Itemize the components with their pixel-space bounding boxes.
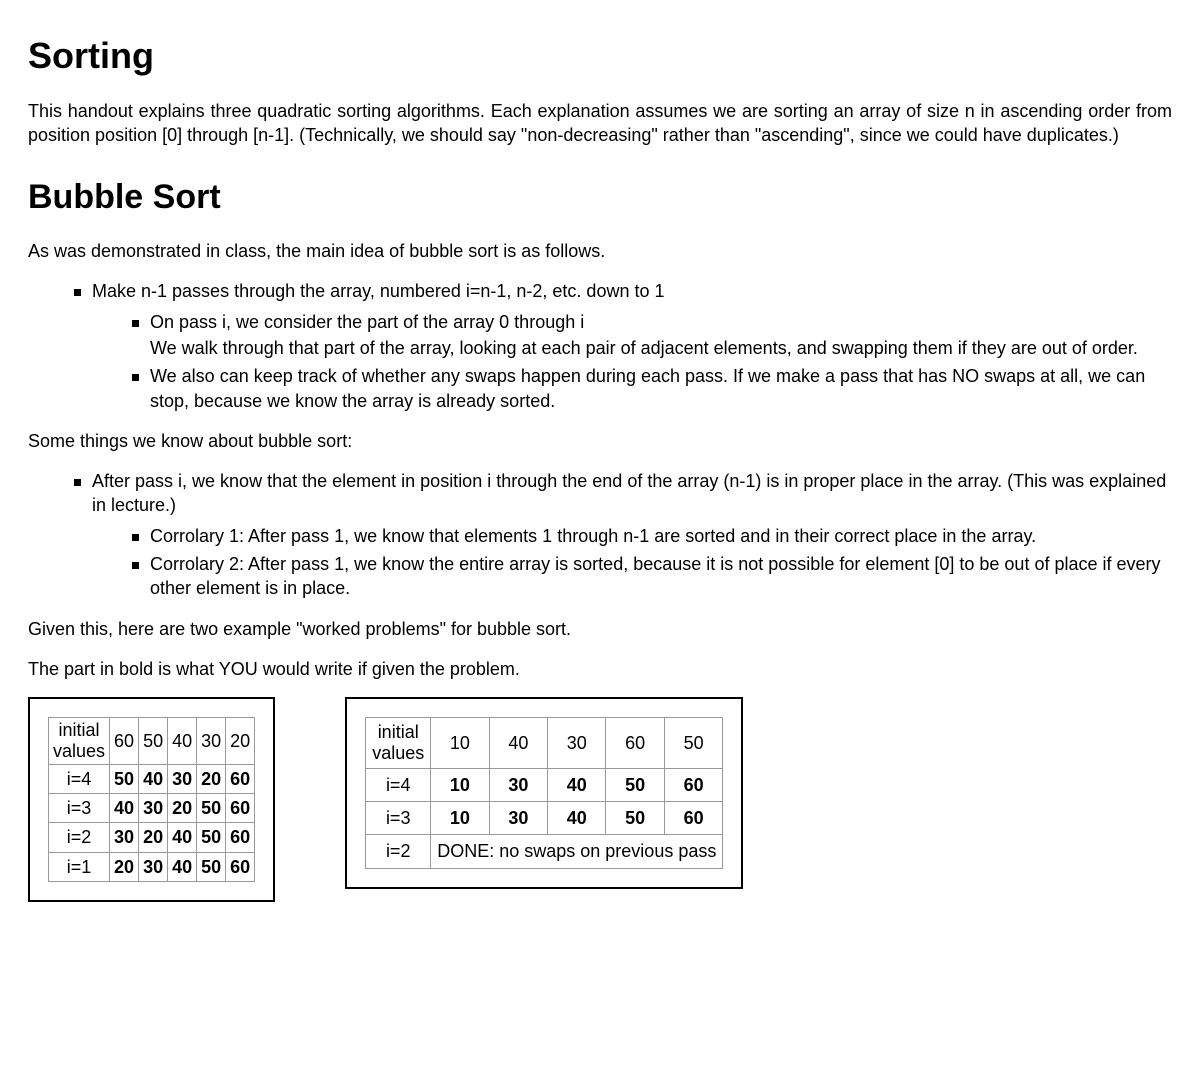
- table-cell: 30: [139, 793, 168, 822]
- table-cell: 30: [168, 764, 197, 793]
- table-cell: 50: [197, 793, 226, 822]
- table-cell: 20: [110, 852, 139, 881]
- some-things-paragraph: Some things we know about bubble sort:: [28, 429, 1172, 453]
- table-cell: 30: [489, 801, 547, 834]
- sub-list: On pass i, we consider the part of the a…: [92, 310, 1172, 413]
- table-cell: 50: [139, 718, 168, 764]
- know-list: After pass i, we know that the element i…: [28, 469, 1172, 600]
- table-cell: 10: [431, 768, 489, 801]
- list-item: We also can keep track of whether any sw…: [126, 364, 1172, 413]
- list-item: Corrolary 2: After pass 1, we know the e…: [126, 552, 1172, 601]
- example-1-table: initialvalues6050403020i=45040302060i=34…: [48, 717, 255, 882]
- list-item-text: After pass i, we know that the element i…: [92, 471, 1166, 515]
- list-item: Make n-1 passes through the array, numbe…: [68, 279, 1172, 412]
- row-label: i=4: [366, 768, 431, 801]
- table-cell: 40: [168, 852, 197, 881]
- list-item: After pass i, we know that the element i…: [68, 469, 1172, 600]
- table-cell: 50: [197, 852, 226, 881]
- table-cell: 10: [431, 718, 489, 768]
- table-cell: 50: [197, 823, 226, 852]
- list-item-text: Corrolary 1: After pass 1, we know that …: [150, 526, 1036, 546]
- table-cell: 50: [606, 768, 664, 801]
- list-item-text: Make n-1 passes through the array, numbe…: [92, 281, 664, 301]
- table-cell: 60: [664, 801, 722, 834]
- table-cell: 20: [168, 793, 197, 822]
- table-cell: 30: [139, 852, 168, 881]
- main-idea-list: Make n-1 passes through the array, numbe…: [28, 279, 1172, 412]
- row-label: i=3: [366, 801, 431, 834]
- table-cell: 10: [431, 801, 489, 834]
- table-cell: 30: [197, 718, 226, 764]
- list-item-continuation: We walk through that part of the array, …: [150, 336, 1172, 360]
- table-cell: 20: [139, 823, 168, 852]
- table-cell: 40: [168, 823, 197, 852]
- page-title: Sorting: [28, 32, 1172, 81]
- worked-examples-row: initialvalues6050403020i=45040302060i=34…: [28, 697, 1172, 902]
- row-label: i=3: [49, 793, 110, 822]
- example-2-frame: initialvalues1040306050i=41030405060i=31…: [345, 697, 743, 888]
- bold-note-paragraph: The part in bold is what YOU would write…: [28, 657, 1172, 681]
- table-cell: 60: [110, 718, 139, 764]
- table-cell: 40: [110, 793, 139, 822]
- table-cell: 50: [110, 764, 139, 793]
- table-cell: 60: [606, 718, 664, 768]
- table-cell: 60: [226, 764, 255, 793]
- section-title: Bubble Sort: [28, 175, 1172, 221]
- row-label: initialvalues: [49, 718, 110, 764]
- table-cell: 20: [226, 718, 255, 764]
- corollary-list: Corrolary 1: After pass 1, we know that …: [92, 524, 1172, 601]
- list-item: On pass i, we consider the part of the a…: [126, 310, 1172, 361]
- table-cell: 40: [548, 768, 606, 801]
- table-cell: 50: [664, 718, 722, 768]
- row-label: i=2: [49, 823, 110, 852]
- section-intro: As was demonstrated in class, the main i…: [28, 239, 1172, 263]
- table-cell: 30: [548, 718, 606, 768]
- table-cell: 40: [548, 801, 606, 834]
- row-label: i=2: [366, 835, 431, 868]
- list-item-text: On pass i, we consider the part of the a…: [150, 312, 584, 332]
- table-cell: 30: [489, 768, 547, 801]
- table-cell: 40: [139, 764, 168, 793]
- example-2-table: initialvalues1040306050i=41030405060i=31…: [365, 717, 723, 868]
- table-cell: 50: [606, 801, 664, 834]
- table-cell: 60: [226, 823, 255, 852]
- row-label: initialvalues: [366, 718, 431, 768]
- list-item: Corrolary 1: After pass 1, we know that …: [126, 524, 1172, 548]
- table-cell: 60: [664, 768, 722, 801]
- done-cell: DONE: no swaps on previous pass: [431, 835, 723, 868]
- list-item-text: We also can keep track of whether any sw…: [150, 366, 1145, 410]
- table-cell: 20: [197, 764, 226, 793]
- example-1-frame: initialvalues6050403020i=45040302060i=34…: [28, 697, 275, 902]
- list-item-text: Corrolary 2: After pass 1, we know the e…: [150, 554, 1161, 598]
- table-cell: 60: [226, 852, 255, 881]
- row-label: i=4: [49, 764, 110, 793]
- row-label: i=1: [49, 852, 110, 881]
- table-cell: 40: [168, 718, 197, 764]
- table-cell: 30: [110, 823, 139, 852]
- given-this-paragraph: Given this, here are two example "worked…: [28, 617, 1172, 641]
- table-cell: 40: [489, 718, 547, 768]
- table-cell: 60: [226, 793, 255, 822]
- intro-paragraph: This handout explains three quadratic so…: [28, 99, 1172, 148]
